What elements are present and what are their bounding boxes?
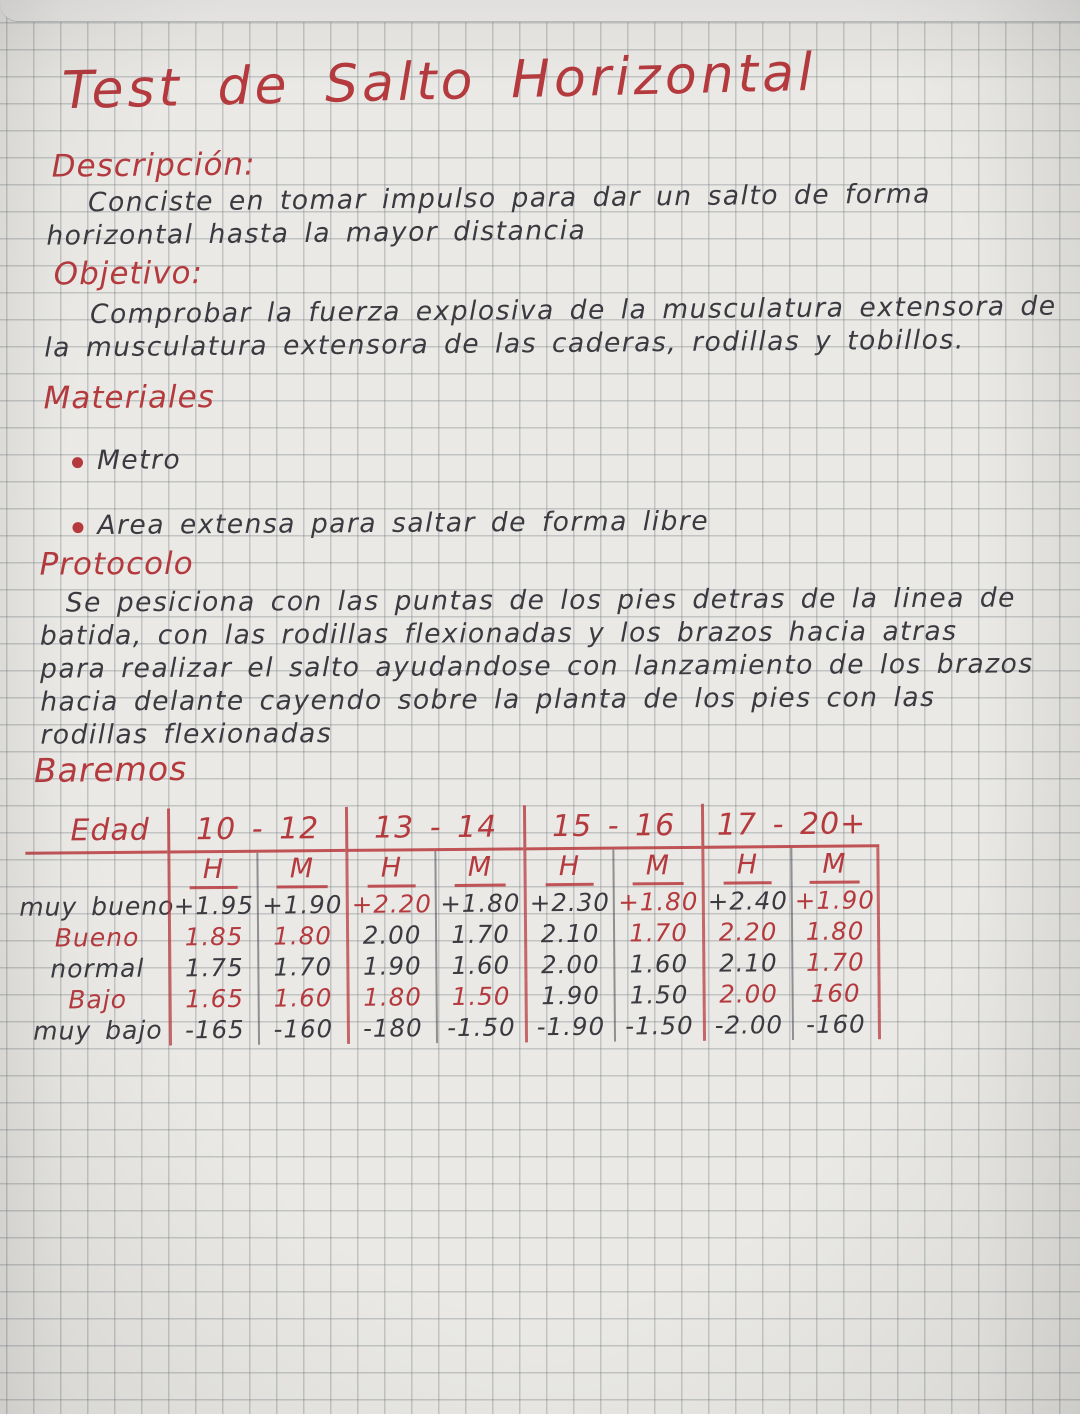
section-objetivo: Objetivo: Comprobar la fuerza explosiva …	[44, 248, 1057, 365]
table-cell: 160	[791, 977, 881, 1010]
row-label: muy bueno	[19, 891, 175, 922]
table-cell: +1.90	[256, 888, 346, 921]
table-cell: 1.80	[256, 919, 347, 952]
age-group-header: 17 - 20+	[700, 802, 880, 849]
sex-header-label: M	[454, 851, 506, 887]
table-cell: 2.20	[701, 916, 792, 948]
row-label: muy bajo	[33, 1015, 163, 1046]
table-cell: 1.65	[168, 982, 258, 1015]
table-cell: 2.00	[524, 948, 614, 981]
age-group-header: 15 - 16	[522, 803, 702, 851]
section-descripcion: Descripción: Conciste en tomar impulso p…	[46, 139, 931, 252]
table-cell: -160	[791, 1008, 882, 1041]
table-cell: +2.20	[345, 888, 435, 920]
protocolo-line: para realizar el salto ayudandose con la…	[40, 648, 1034, 685]
table-cell: 1.50	[613, 978, 703, 1011]
table-cell: 1.90	[346, 950, 436, 982]
table-cell: 1.50	[435, 980, 525, 1013]
table-cell: +1.80	[434, 887, 524, 920]
material-item: Area extensa para saltar de forma libre	[97, 505, 710, 541]
paper-top-edge	[0, 0, 1080, 22]
section-materiales: Materiales Metro Area extensa para salta…	[43, 376, 709, 543]
sex-header-label: M	[276, 853, 328, 889]
protocolo-heading: Protocolo	[39, 545, 194, 583]
sex-header-label: H	[545, 850, 594, 887]
table-cell: 1.75	[168, 951, 258, 984]
table-cell: -165	[168, 1013, 259, 1046]
protocolo-line: hacia delante cayendo sobre la planta de…	[40, 681, 936, 718]
table-corner-label: Edad	[24, 808, 168, 855]
table-cell: 1.60	[435, 949, 525, 982]
table-cell: 1.70	[612, 916, 703, 949]
sex-header: H	[345, 851, 435, 889]
table-subheader-spacer	[25, 853, 167, 891]
sex-header: H	[167, 852, 257, 891]
sex-header-label: H	[723, 849, 772, 885]
objetivo-heading: Objetivo:	[53, 255, 204, 293]
sex-header: M	[256, 851, 346, 890]
sex-header: M	[790, 847, 880, 886]
sex-header: H	[523, 849, 613, 888]
table-cell: 1.90	[524, 979, 614, 1012]
table-cell: +1.90	[790, 884, 880, 917]
table-cell: 2.10	[702, 947, 792, 979]
row-label: Bueno	[54, 922, 140, 953]
baremos-heading: Baremos	[33, 748, 188, 791]
table-cell: +2.40	[701, 885, 791, 917]
table-cell: -160	[257, 1012, 348, 1045]
bullet-icon	[71, 457, 84, 469]
sex-header-label: M	[632, 849, 684, 886]
row-label: Bajo	[68, 984, 128, 1015]
protocolo-line: rodillas flexionadas	[40, 718, 333, 751]
table-cell: 1.80	[346, 981, 436, 1013]
sex-header: M	[612, 848, 702, 887]
table-cell: -1.50	[435, 1011, 526, 1044]
table-cell: -1.50	[613, 1009, 704, 1042]
material-item: Metro	[96, 444, 182, 476]
table-cell: -2.00	[702, 1009, 793, 1041]
sex-header: H	[701, 848, 791, 886]
table-cell: 1.70	[257, 950, 347, 983]
sex-header-label: H	[367, 852, 416, 888]
materiales-heading: Materiales	[43, 379, 215, 417]
section-protocolo: Protocolo Se pesiciona con las puntas de…	[39, 541, 1034, 751]
bullet-icon	[72, 522, 84, 534]
table-cell: +2.30	[523, 886, 613, 919]
table-cell: 1.70	[434, 918, 525, 951]
age-group-header: 13 - 14	[344, 805, 524, 852]
table-cell: 2.00	[345, 919, 436, 951]
table-cell: 1.85	[167, 920, 258, 953]
baremos-table: Edad 10 - 12 13 - 14 15 - 16 17 - 20+ H M H M H M H…	[19, 802, 882, 1046]
table-cell: +1.80	[612, 885, 702, 918]
table-cell: -180	[346, 1012, 437, 1044]
table-cell: 2.10	[523, 917, 614, 950]
table-cell: 1.80	[790, 915, 881, 948]
table-cell: 1.60	[257, 981, 347, 1014]
age-group-header: 10 - 12	[166, 806, 346, 854]
sex-header-label: H	[189, 853, 238, 890]
table-cell: 2.00	[702, 978, 792, 1010]
sex-header: M	[434, 850, 524, 889]
row-label: normal	[50, 953, 145, 984]
protocolo-line: Se pesiciona con las puntas de los pies …	[65, 582, 1017, 619]
sex-header-label: M	[809, 848, 860, 884]
table-cell: +1.95	[167, 889, 257, 922]
protocolo-line: batida, con las rodillas flexionadas y l…	[39, 615, 958, 652]
table-cell: -1.90	[524, 1010, 615, 1043]
table-cell: 1.60	[613, 947, 703, 980]
table-cell: 1.70	[791, 946, 881, 979]
